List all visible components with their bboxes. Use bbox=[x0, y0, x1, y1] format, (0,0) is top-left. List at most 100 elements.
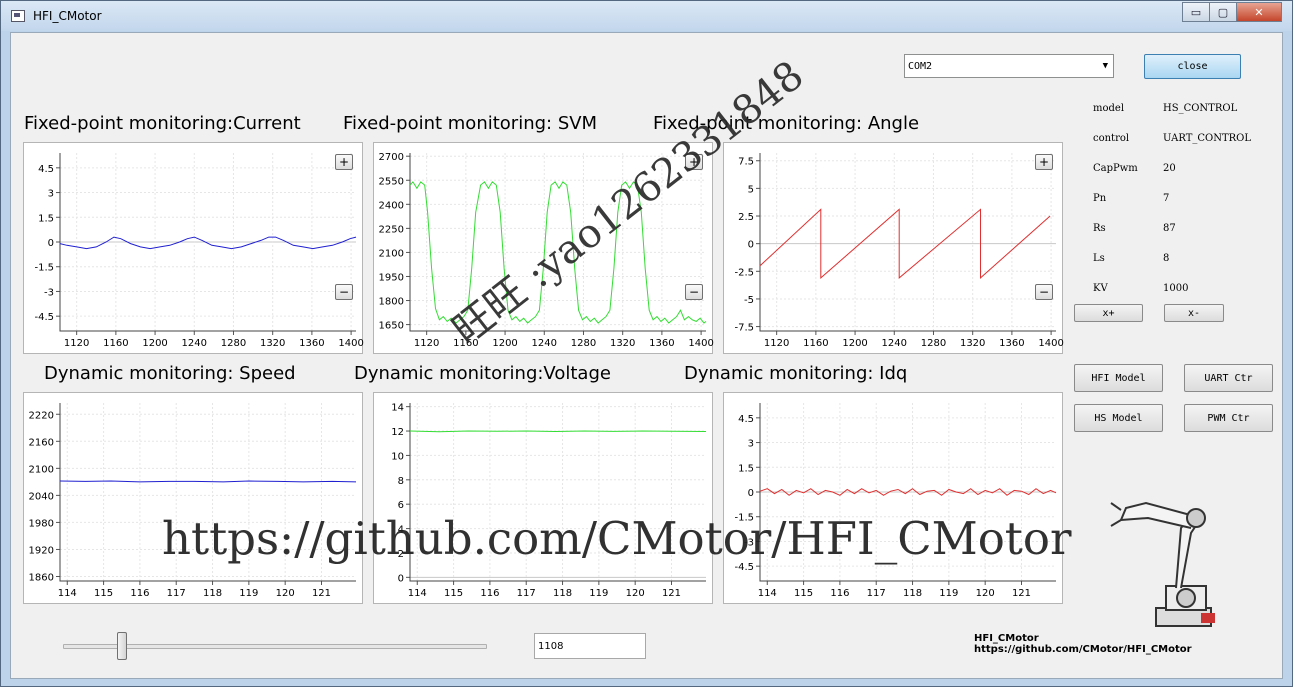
angle-plot: 7.5 5 2.5 0 -2.5 -5 -7.5 1120 1160 1200 1240 1280 13… bbox=[734, 153, 1064, 349]
axis-lines bbox=[409, 403, 706, 582]
idq-series-line bbox=[759, 488, 1057, 496]
param-value: 87 bbox=[1163, 223, 1176, 234]
y-tick-label: 2250 bbox=[379, 224, 404, 235]
param-label: KV bbox=[1093, 283, 1108, 294]
axis-lines bbox=[759, 153, 1056, 332]
client-area: COM2 ▼ close Fixed-point monitoring:Curr… bbox=[10, 32, 1283, 679]
y-tick-label: 0 bbox=[48, 238, 54, 249]
title-angle: Fixed-point monitoring: Angle bbox=[653, 113, 920, 134]
chart-voltage[interactable]: 14 12 10 8 6 4 2 0 114 115 116 117 118 119 120 121 bbox=[373, 392, 713, 604]
y-tick-label: 2160 bbox=[29, 437, 54, 448]
x-tick-label: 118 bbox=[553, 588, 572, 599]
angle-series-line bbox=[759, 208, 1051, 280]
position-slider-handle[interactable] bbox=[117, 632, 128, 660]
chart-svm[interactable]: 2700 2550 2400 2250 2100 1950 1800 1650 1120 1160… bbox=[373, 142, 714, 354]
port-select[interactable]: COM2 ▼ bbox=[904, 54, 1114, 78]
y-tick-label: -1.5 bbox=[734, 513, 754, 524]
x-minus-button[interactable]: x- bbox=[1164, 304, 1224, 322]
y-tick-label: 8 bbox=[398, 476, 404, 487]
window-title: HFI_CMotor bbox=[33, 9, 102, 23]
x-tick-label: 1160 bbox=[453, 338, 478, 349]
x-tick-label: 1120 bbox=[64, 338, 89, 349]
position-value-field[interactable]: 1108 bbox=[534, 633, 646, 659]
y-tick-label: 0 bbox=[398, 573, 404, 584]
chart-angle[interactable]: 7.5 5 2.5 0 -2.5 -5 -7.5 1120 1160 1200 1240 1280 13… bbox=[723, 142, 1064, 354]
footer-app-name: HFI_CMotor bbox=[974, 633, 1039, 644]
current-zoom-out-button[interactable]: − bbox=[335, 284, 353, 300]
y-tick-label: 2 bbox=[398, 549, 404, 560]
chart-current[interactable]: 4.5 3 1.5 0 -1.5 -3 -4.5 1120 1160 1200 1240 1280 13… bbox=[23, 142, 364, 354]
title-current: Fixed-point monitoring:Current bbox=[24, 113, 301, 134]
x-tick-label: 121 bbox=[662, 588, 681, 599]
position-slider-track[interactable] bbox=[63, 644, 487, 649]
x-tick-label: 1120 bbox=[764, 338, 789, 349]
svm-zoom-out-button[interactable]: − bbox=[685, 284, 703, 300]
chart-speed[interactable]: 2220 2160 2100 2040 1980 1920 1860 114 115 116 117… bbox=[23, 392, 363, 604]
y-tick-label: -4.5 bbox=[34, 312, 54, 323]
x-tick-label: 1320 bbox=[610, 338, 635, 349]
y-tick-label: 1980 bbox=[29, 518, 54, 529]
angle-zoom-in-button[interactable]: + bbox=[1035, 154, 1053, 170]
param-value: 1000 bbox=[1163, 283, 1189, 294]
x-plus-button[interactable]: x+ bbox=[1074, 304, 1143, 322]
y-tick-label: -1.5 bbox=[34, 263, 54, 274]
voltage-plot: 14 12 10 8 6 4 2 0 114 115 116 117 118 119 120 121 bbox=[391, 403, 707, 599]
x-tick-label: 1200 bbox=[142, 338, 167, 349]
angle-zoom-out-button[interactable]: − bbox=[1035, 284, 1053, 300]
x-tick-label: 1240 bbox=[182, 338, 207, 349]
y-tick-label: 6 bbox=[398, 500, 404, 511]
x-tick-label: 115 bbox=[444, 588, 463, 599]
current-zoom-in-button[interactable]: + bbox=[335, 154, 353, 170]
current-series-line bbox=[59, 236, 357, 250]
x-tick-label: 115 bbox=[794, 588, 813, 599]
x-tick-label: 119 bbox=[239, 588, 258, 599]
param-label: CapPwm bbox=[1093, 163, 1138, 174]
x-tick-label: 117 bbox=[867, 588, 886, 599]
uart-ctr-button[interactable]: UART Ctr bbox=[1184, 364, 1273, 392]
axis-lines bbox=[409, 153, 706, 332]
app-icon bbox=[11, 10, 25, 22]
y-tick-label: 0 bbox=[748, 488, 754, 499]
y-tick-label: 2.5 bbox=[738, 212, 754, 223]
speed-series-line bbox=[59, 480, 357, 483]
x-tick-label: 119 bbox=[589, 588, 608, 599]
close-window-button[interactable]: ✕ bbox=[1236, 2, 1282, 22]
maximize-button[interactable]: ▢ bbox=[1209, 2, 1237, 22]
param-label: Pn bbox=[1093, 193, 1107, 204]
pwm-ctr-button[interactable]: PWM Ctr bbox=[1184, 404, 1273, 432]
y-tick-label: 1920 bbox=[29, 545, 54, 556]
y-tick-label: -2.5 bbox=[734, 267, 754, 278]
svm-series-line bbox=[409, 181, 707, 324]
chart-idq[interactable]: 4.5 3 1.5 0 -1.5 -3 -4.5 114 115 116 117 118 119 120 1… bbox=[723, 392, 1063, 604]
hfi-model-button[interactable]: HFI Model bbox=[1074, 364, 1163, 392]
x-tick-label: 1400 bbox=[1038, 338, 1063, 349]
hs-model-button[interactable]: HS Model bbox=[1074, 404, 1163, 432]
y-tick-label: 7.5 bbox=[738, 157, 754, 168]
x-tick-label: 118 bbox=[203, 588, 222, 599]
x-tick-label: 1400 bbox=[338, 338, 363, 349]
x-tick-label: 121 bbox=[1012, 588, 1031, 599]
param-value: UART_CONTROL bbox=[1163, 133, 1252, 144]
param-value: 8 bbox=[1163, 253, 1170, 264]
footer-info: HFI_CMotor https://github.com/CMotor/HFI… bbox=[974, 633, 1192, 655]
param-label: Ls bbox=[1093, 253, 1105, 264]
x-tick-label: 1280 bbox=[571, 338, 596, 349]
title-voltage: Dynamic monitoring:Voltage bbox=[354, 363, 611, 384]
x-tick-label: 116 bbox=[130, 588, 149, 599]
param-label: model bbox=[1093, 103, 1125, 114]
y-tick-label: 4.5 bbox=[738, 414, 754, 425]
axis-lines bbox=[59, 403, 356, 582]
x-tick-label: 1160 bbox=[103, 338, 128, 349]
y-tick-label: 4.5 bbox=[38, 164, 54, 175]
minimize-button[interactable]: ▭ bbox=[1182, 2, 1210, 22]
svm-zoom-in-button[interactable]: + bbox=[685, 154, 703, 170]
speed-plot: 2220 2160 2100 2040 1980 1920 1860 114 115 116 117… bbox=[29, 403, 357, 599]
x-tick-label: 117 bbox=[517, 588, 536, 599]
y-tick-label: 1.5 bbox=[38, 213, 54, 224]
y-tick-label: 1950 bbox=[379, 272, 404, 283]
x-tick-label: 1360 bbox=[649, 338, 674, 349]
x-tick-label: 1240 bbox=[532, 338, 557, 349]
close-port-button[interactable]: close bbox=[1144, 54, 1241, 79]
svm-plot: 2700 2550 2400 2250 2100 1950 1800 1650 1120 1160… bbox=[379, 152, 714, 349]
title-bar[interactable]: HFI_CMotor ▭ ▢ ✕ bbox=[1, 1, 1292, 31]
